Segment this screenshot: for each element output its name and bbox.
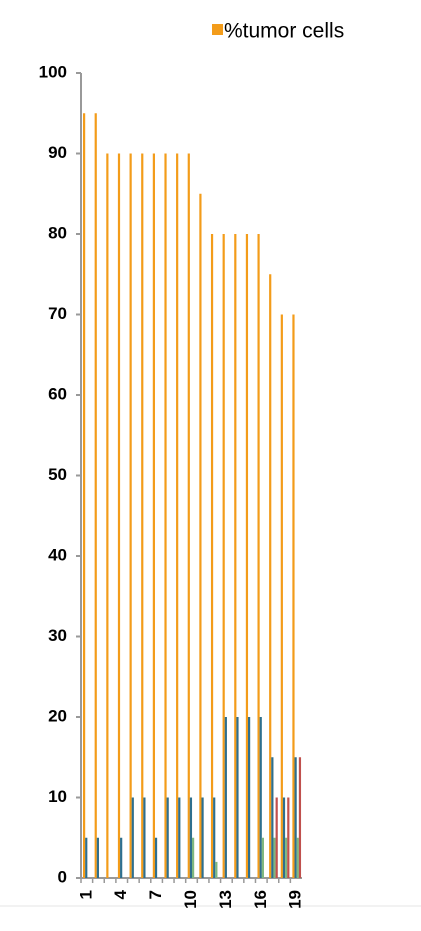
bar — [236, 717, 239, 878]
bar — [285, 837, 288, 878]
bar — [192, 837, 195, 878]
bar — [287, 797, 290, 878]
bar — [166, 797, 169, 878]
bar — [187, 153, 190, 878]
legend-label: %tumor cells — [224, 20, 344, 43]
bar — [261, 837, 264, 878]
bar — [273, 837, 276, 878]
bar — [294, 757, 297, 878]
bar — [259, 717, 262, 878]
y-tick-label: 10 — [48, 787, 67, 806]
bar — [94, 113, 97, 878]
y-tick-label: 80 — [48, 223, 67, 242]
y-tick-label: 50 — [48, 465, 67, 484]
x-tick-label: 7 — [146, 890, 165, 899]
x-tick-label: 19 — [286, 890, 305, 909]
y-tick-label: 30 — [48, 626, 67, 645]
y-tick-label: 40 — [48, 545, 67, 564]
bar — [275, 797, 278, 878]
bar — [176, 153, 179, 878]
bar — [120, 837, 123, 878]
x-tick-label: 13 — [216, 890, 235, 909]
bar — [178, 797, 181, 878]
bar — [280, 314, 283, 878]
bar — [96, 837, 99, 878]
bar — [83, 113, 86, 878]
bar — [131, 797, 134, 878]
bar — [271, 757, 274, 878]
bar — [129, 153, 132, 878]
bar — [85, 837, 88, 878]
bar — [234, 234, 237, 878]
y-tick-label: 20 — [48, 706, 67, 725]
bar — [298, 757, 302, 878]
bar — [117, 153, 121, 878]
bar — [296, 837, 299, 878]
bar — [106, 153, 109, 878]
legend-swatch — [212, 24, 223, 35]
bar — [292, 314, 295, 878]
y-tick-label: 100 — [39, 62, 67, 81]
bar — [282, 797, 286, 878]
bar — [213, 797, 216, 878]
bar — [269, 274, 272, 878]
bar — [154, 837, 158, 878]
bar — [245, 234, 249, 878]
y-tick-label: 0 — [58, 867, 67, 886]
bar — [164, 153, 167, 878]
bar — [152, 153, 155, 878]
y-tick-label: 90 — [48, 143, 67, 162]
bar — [201, 797, 204, 878]
bar — [224, 717, 227, 878]
bar — [143, 797, 146, 878]
bar — [210, 234, 214, 878]
bar — [141, 153, 144, 878]
y-tick-label: 70 — [48, 304, 67, 323]
bar — [199, 193, 202, 878]
bar — [257, 234, 260, 878]
x-tick-label: 16 — [251, 890, 270, 909]
x-tick-label: 10 — [181, 890, 200, 909]
bar — [215, 861, 218, 878]
bar — [248, 717, 251, 878]
x-tick-label: 4 — [111, 889, 130, 899]
y-tick-label: 60 — [48, 384, 67, 403]
bar — [222, 234, 225, 878]
x-tick-label: 1 — [76, 890, 95, 899]
bar — [189, 797, 193, 878]
